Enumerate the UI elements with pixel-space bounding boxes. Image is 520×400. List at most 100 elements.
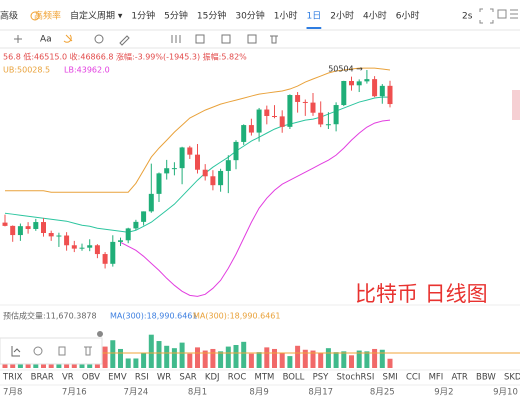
volume-bar — [279, 352, 285, 368]
indicator-tab[interactable]: WR — [157, 373, 171, 383]
period-option[interactable]: 2s — [462, 12, 473, 22]
tool-rect[interactable] — [195, 34, 205, 44]
layout[interactable] — [497, 9, 507, 19]
period-option[interactable]: 15分钟 — [197, 10, 226, 22]
indicator-tab[interactable]: BOLL — [283, 373, 305, 383]
close-icon[interactable] — [97, 331, 103, 337]
volume-bar — [125, 358, 131, 368]
indicator-tab[interactable]: VR — [62, 373, 74, 383]
period-option[interactable]: 1日 — [307, 11, 322, 22]
tool-pen[interactable] — [119, 35, 130, 46]
tool-add[interactable] — [14, 35, 22, 43]
volume-bar — [364, 351, 370, 368]
period-option[interactable]: 6小时 — [396, 10, 420, 22]
period-option[interactable]: 自定义周期 ▾ — [70, 10, 123, 22]
volume-bar — [164, 345, 170, 368]
indicator-tab[interactable]: BRAR — [31, 373, 54, 383]
volume-bar — [302, 349, 308, 368]
tool-text[interactable]: Aa — [40, 35, 52, 45]
high-annotation: 50504 → — [328, 65, 363, 74]
price-axis-edge — [512, 90, 520, 120]
volume-bar — [379, 349, 385, 368]
volume-bar — [287, 356, 293, 368]
candle-body — [364, 79, 370, 82]
x-tick-label: 9月2 — [434, 388, 453, 398]
x-tick-label: 8月25 — [370, 388, 395, 398]
tool-rect[interactable] — [221, 34, 231, 44]
period-option[interactable]: 5分钟 — [164, 10, 188, 22]
candle-body — [218, 170, 224, 186]
indicator-tab[interactable]: SAR — [179, 373, 196, 383]
indicator-tab[interactable]: MFI — [429, 373, 444, 383]
volume-bar — [171, 348, 177, 368]
menu[interactable] — [510, 9, 518, 19]
indicator-tab[interactable]: KDJ — [205, 373, 220, 383]
drawing-tools[interactable] — [14, 34, 278, 46]
candle-body — [279, 116, 285, 127]
candle-body — [171, 168, 177, 170]
floating-toolbar-bg — [0, 337, 103, 365]
indicator-tab[interactable]: EMV — [108, 373, 127, 383]
tool-icon[interactable] — [84, 346, 92, 356]
candle-body — [125, 228, 131, 241]
volume-bar — [349, 355, 354, 368]
tool-rect[interactable] — [247, 34, 257, 44]
volume-bar — [133, 358, 139, 368]
tool-delete[interactable] — [270, 35, 278, 44]
candle-body — [33, 222, 39, 229]
candle-body — [372, 79, 378, 97]
candle-body — [87, 245, 93, 248]
tool-icon[interactable] — [58, 346, 66, 356]
volume-bar — [110, 340, 116, 368]
candle-body — [79, 247, 85, 249]
candle-body — [202, 169, 208, 177]
band-lb: LB:43962.0 — [64, 66, 110, 75]
volume-bar — [156, 341, 162, 368]
fullscreen[interactable] — [479, 8, 494, 24]
period-option[interactable]: 30分钟 — [235, 10, 264, 22]
volume-bar — [318, 352, 324, 368]
indicator-tab[interactable]: ATR — [452, 373, 468, 383]
candle-body — [341, 80, 347, 106]
indicator-tab[interactable]: StochRSI — [337, 373, 375, 383]
volume-bar — [325, 348, 331, 368]
indicator-tab[interactable]: PSY — [313, 373, 330, 383]
candle-body — [310, 102, 316, 113]
period-option[interactable]: 2小时 — [330, 10, 354, 22]
window-icons[interactable] — [479, 8, 518, 24]
indicator-tab[interactable]: BBW — [476, 373, 496, 383]
band-line — [120, 119, 391, 297]
ohlc-info: 56.8 低:46515.0 收:46866.8 涨幅:-3.99%(-1945… — [3, 52, 247, 62]
floating-toolbar[interactable] — [0, 331, 103, 365]
tool-measure[interactable] — [63, 34, 73, 43]
indicator-tab[interactable]: SMI — [383, 373, 398, 383]
period-option[interactable]: 1分钟 — [131, 10, 155, 22]
chart-title: 比特币 日线图 — [355, 282, 488, 306]
indicator-tab[interactable]: RSI — [135, 373, 149, 383]
indicator-tab[interactable]: ROC — [228, 373, 247, 383]
tool-icon[interactable] — [33, 346, 43, 356]
volume-bar — [248, 353, 254, 368]
candle-body — [2, 222, 8, 226]
volume-bar — [272, 348, 277, 368]
tool-icon[interactable] — [11, 346, 21, 357]
tool-circle[interactable] — [94, 34, 104, 44]
period-option[interactable]: 高级 — [0, 10, 18, 22]
candle-body — [10, 225, 16, 236]
x-tick-label: 9月10 — [493, 388, 518, 398]
candle-body — [179, 147, 185, 169]
indicator-tab[interactable]: TRIX — [2, 373, 23, 383]
period-option[interactable]: 高频率 — [34, 10, 61, 22]
period-option[interactable]: 4小时 — [363, 10, 387, 22]
candle-body — [287, 95, 293, 127]
volume-bar — [333, 352, 339, 368]
indicator-tab[interactable]: CCI — [406, 373, 420, 383]
candle-body — [272, 115, 277, 117]
indicator-tab[interactable]: MTM — [255, 373, 275, 383]
indicator-tab[interactable]: OBV — [82, 373, 100, 383]
period-option[interactable]: 1小时 — [274, 10, 298, 22]
volume-bar — [310, 350, 316, 368]
indicator-tab[interactable]: SKDJ — [504, 373, 520, 383]
candle-body — [56, 235, 62, 237]
tool-bars[interactable] — [171, 35, 181, 43]
